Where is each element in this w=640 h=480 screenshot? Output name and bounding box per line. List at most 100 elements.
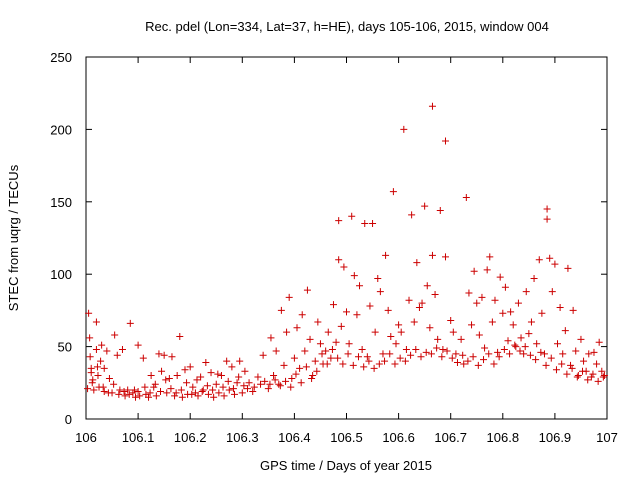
data-point [229,385,237,393]
data-point [287,383,295,391]
data-point [552,366,560,374]
data-point [486,253,494,261]
data-point [426,324,434,332]
data-point [415,304,423,312]
data-point [343,308,350,316]
x-tick-label: 106.6 [382,430,415,445]
data-point [366,302,374,310]
data-point [376,288,384,296]
data-point [340,263,348,271]
data-point [188,390,196,398]
x-tick-label: 106.2 [174,430,207,445]
data-point [436,206,444,214]
data-point [599,373,607,381]
data-point [313,367,321,375]
data-point [323,360,331,368]
data-point [478,293,486,301]
data-point [92,318,100,326]
data-point [431,290,439,298]
data-point [537,348,545,356]
data-point [160,351,168,359]
data-point [334,354,342,362]
data-point [186,363,194,371]
data-point [314,318,322,326]
data-point [181,366,189,374]
data-point [538,309,546,317]
data-point [371,328,379,336]
data-point [121,392,129,400]
x-tick-label: 106.7 [434,430,467,445]
data-point [438,353,446,361]
x-tick-label: 106.5 [330,430,363,445]
data-point [485,350,493,358]
x-tick-label: 106.3 [226,430,259,445]
plot-frame [85,56,608,420]
data-point [87,369,95,377]
data-point [598,367,606,375]
data-point [350,272,358,280]
data-point [306,335,314,343]
data-point [230,390,238,398]
data-point [520,350,528,358]
data-point [521,343,529,351]
data-point [217,372,225,380]
data-point [293,324,301,332]
data-point [178,393,186,401]
data-point [348,212,356,220]
data-point [574,372,582,380]
data-point [506,350,514,358]
data-point [569,306,577,314]
data-point [589,370,597,378]
data-point [462,193,470,201]
data-point [219,383,227,391]
data-point [370,364,378,372]
data-point [134,341,142,349]
data-point [158,367,166,375]
y-tick-label: 50 [58,340,72,355]
data-point [468,321,476,329]
data-point [568,364,576,372]
y-tick-label: 100 [50,267,72,282]
data-point [579,367,587,375]
data-point [233,379,241,387]
data-point [543,215,551,223]
data-point [526,351,534,359]
data-point [548,288,556,296]
data-point [100,387,108,395]
data-point [292,370,300,378]
x-tick-label: 106 [75,430,97,445]
data-point [337,322,345,330]
data-point [89,376,97,384]
data-point [400,125,408,133]
data-point [375,360,383,368]
data-point [543,205,551,213]
data-point [129,389,137,397]
data-point [547,354,555,362]
data-point [464,357,472,365]
data-point [172,389,180,397]
data-point [470,267,478,275]
data-point [215,389,223,397]
data-point [594,377,602,385]
data-point [358,345,366,353]
data-point [261,377,269,385]
data-point [296,364,304,372]
data-point [475,331,483,339]
data-point [516,347,524,355]
data-point [494,348,502,356]
data-point [567,361,575,369]
data-point [580,357,588,365]
data-point [453,359,461,367]
data-point [93,363,101,371]
data-point [111,331,119,339]
data-point [354,353,362,361]
data-point [408,211,416,219]
data-point [165,374,173,382]
data-point [110,380,118,388]
data-point [280,361,288,369]
data-point [551,260,559,268]
data-point [522,288,530,296]
data-point [439,345,447,353]
data-point [349,361,357,369]
data-point [86,334,94,342]
